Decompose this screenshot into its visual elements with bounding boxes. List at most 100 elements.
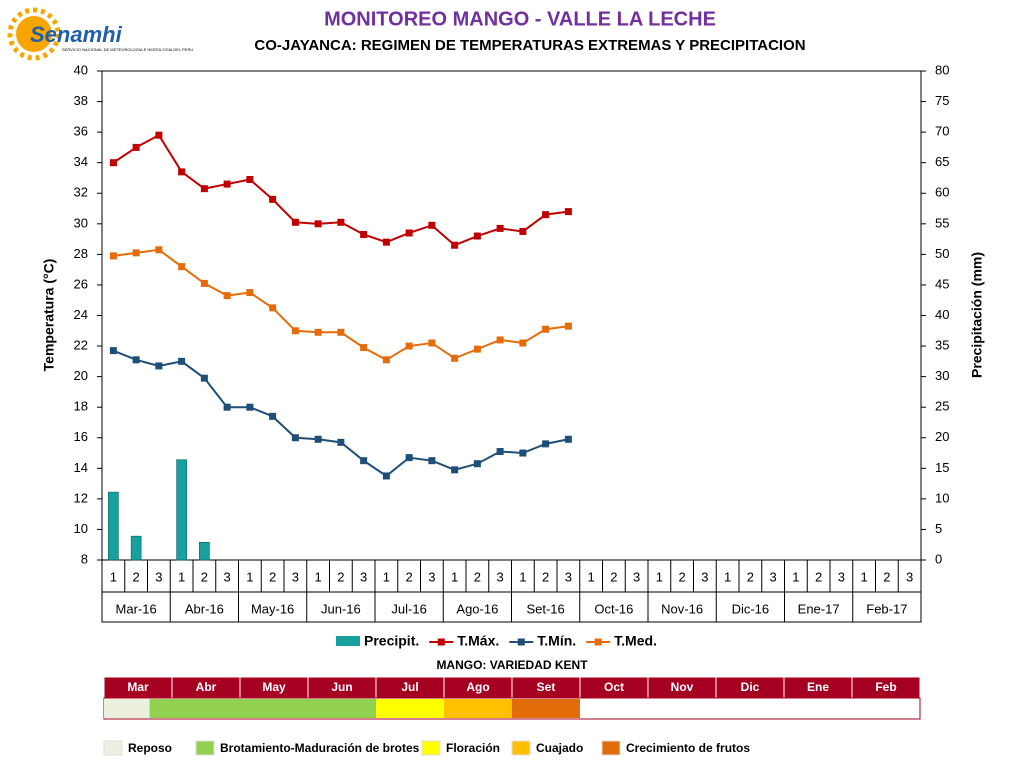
y-tick-label: 14 — [74, 460, 88, 475]
marker — [269, 412, 277, 420]
logo-sun — [7, 7, 61, 61]
x-tick-label: 3 — [770, 569, 777, 584]
month-label: Ene — [807, 680, 829, 694]
marker — [542, 211, 550, 219]
line — [113, 349, 569, 478]
marker — [314, 435, 322, 443]
x-tick-label: 2 — [337, 569, 344, 584]
stage-legend-label: Cuajado — [536, 741, 583, 755]
marker — [519, 449, 527, 457]
marker — [155, 362, 163, 370]
x-tick-label: 1 — [588, 569, 595, 584]
marker — [132, 249, 140, 257]
x-tick-label: 1 — [110, 569, 117, 584]
y2-tick-label: 35 — [935, 338, 949, 353]
marker — [223, 403, 231, 411]
y2-tick-label: 0 — [935, 551, 942, 566]
marker — [155, 131, 163, 139]
x-group-label: Abr-16 — [185, 601, 224, 616]
x-tick-label: 2 — [201, 569, 208, 584]
y2-tick-label: 25 — [935, 399, 949, 414]
month-label: May — [262, 680, 286, 694]
marker — [314, 328, 322, 336]
y2-axis-label: Precipitación (mm) — [969, 252, 985, 378]
x-tick-label: 3 — [565, 569, 572, 584]
logo-name: Senamhi — [30, 22, 123, 47]
x-tick-label: 3 — [497, 569, 504, 584]
marker — [405, 342, 413, 350]
stage-legend-swatch — [601, 740, 621, 756]
marker — [337, 218, 345, 226]
x-tick-label: 1 — [861, 569, 868, 584]
marker — [246, 289, 254, 297]
marker — [382, 356, 390, 364]
marker — [519, 339, 527, 347]
marker — [360, 231, 368, 239]
y-tick-label: 10 — [74, 521, 88, 536]
stage-legend-label: Reposo — [128, 741, 172, 755]
month-label: Jul — [401, 680, 418, 694]
marker — [178, 168, 186, 176]
stage-legend-label: Floración — [446, 741, 500, 755]
month-label: Mar — [127, 680, 149, 694]
marker — [564, 208, 572, 216]
month-label: Abr — [196, 680, 217, 694]
marker — [360, 457, 368, 465]
x-tick-label: 3 — [428, 569, 435, 584]
x-group-label: Dic-16 — [732, 601, 770, 616]
x-tick-label: 1 — [724, 569, 731, 584]
marker — [428, 457, 436, 465]
x-tick-label: 2 — [542, 569, 549, 584]
x-tick-label: 3 — [906, 569, 913, 584]
stage-segment — [376, 699, 444, 718]
y-tick-label: 28 — [74, 246, 88, 261]
marker — [496, 224, 504, 232]
y2-tick-label: 45 — [935, 276, 949, 291]
x-tick-label: 3 — [838, 569, 845, 584]
y2-tick-label: 50 — [935, 246, 949, 261]
x-group-label: Nov-16 — [661, 601, 703, 616]
marker — [542, 325, 550, 333]
marker — [473, 232, 481, 240]
x-group-label: Feb-17 — [866, 601, 907, 616]
marker — [200, 374, 208, 382]
bar — [199, 541, 210, 561]
x-tick-label: 2 — [747, 569, 754, 584]
stage-segment — [104, 699, 150, 718]
marker — [519, 227, 527, 235]
marker — [473, 460, 481, 468]
y-tick-label: 38 — [74, 93, 88, 108]
x-tick-label: 3 — [155, 569, 162, 584]
x-tick-label: 1 — [383, 569, 390, 584]
stage-legend-swatch — [103, 740, 123, 756]
marker — [564, 322, 572, 330]
marker — [382, 238, 390, 246]
legend-label: T.Mín. — [537, 633, 576, 649]
x-group-label: Oct-16 — [594, 601, 633, 616]
x-tick-label: 3 — [633, 569, 640, 584]
y-tick-label: 18 — [74, 399, 88, 414]
stage-legend-swatch — [511, 740, 531, 756]
x-tick-label: 2 — [406, 569, 413, 584]
marker — [428, 221, 436, 229]
x-group-label: Jun-16 — [321, 601, 361, 616]
y-tick-label: 40 — [74, 62, 88, 77]
x-group-label: Mar-16 — [116, 601, 157, 616]
x-tick-label: 1 — [656, 569, 663, 584]
marker — [405, 454, 413, 462]
y2-tick-label: 70 — [935, 124, 949, 139]
marker — [246, 403, 254, 411]
legend-label: Precipit. — [364, 633, 419, 649]
stage-legend-label: Brotamiento-Maduración de brotes — [220, 741, 420, 755]
y2-tick-label: 10 — [935, 490, 949, 505]
month-label: Feb — [875, 680, 896, 694]
y2-tick-label: 20 — [935, 429, 949, 444]
legend-label: T.Máx. — [457, 633, 499, 649]
phenology-title: MANGO: VARIEDAD KENT — [436, 658, 588, 672]
x-tick-label: 2 — [883, 569, 890, 584]
marker — [314, 220, 322, 228]
marker — [109, 347, 117, 355]
y2-tick-label: 15 — [935, 460, 949, 475]
x-tick-label: 1 — [519, 569, 526, 584]
x-tick-label: 3 — [360, 569, 367, 584]
